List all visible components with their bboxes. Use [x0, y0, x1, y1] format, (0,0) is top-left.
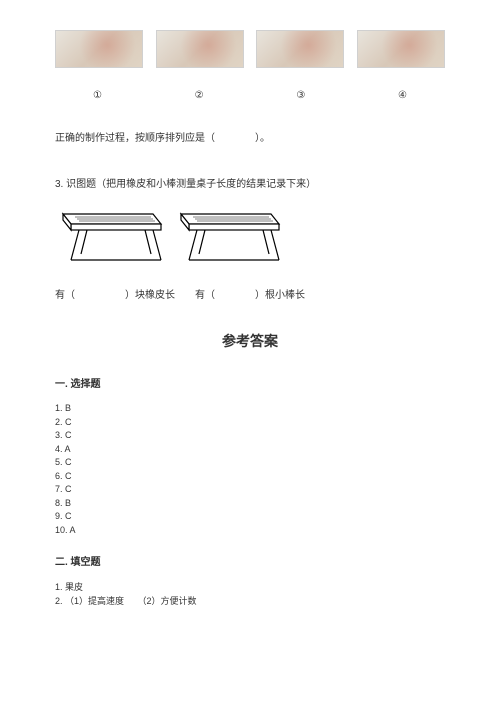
measure-prefix-2: 有（ — [195, 290, 215, 301]
section-1-heading: 一. 选择题 — [55, 375, 445, 390]
step-photo-4 — [357, 30, 445, 68]
answer-key-title: 参考答案 — [55, 331, 445, 351]
label-2: ② — [195, 90, 204, 101]
table-diagram-2 — [173, 208, 283, 264]
question-3-text: 3. 识图题（把用橡皮和小棒测量桌子长度的结果记录下来） — [55, 175, 445, 190]
question-2-text: 正确的制作过程，按顺序排列应是（ ）。 — [55, 131, 445, 147]
table-diagram-1 — [55, 208, 165, 264]
answer-8: 8. B — [55, 497, 445, 511]
fill-2: 2. （1）提高速度 （2）方便计数 — [55, 594, 445, 608]
answer-7: 7. C — [55, 483, 445, 497]
table-diagrams — [55, 208, 445, 264]
answer-2: 2. C — [55, 416, 445, 430]
step-photo-3 — [256, 30, 344, 68]
measure-suffix-2: ）根小棒长 — [255, 290, 305, 301]
step-photo-2 — [156, 30, 244, 68]
measure-suffix-1: ）块橡皮长 — [125, 290, 175, 301]
choice-answers: 1. B 2. C 3. C 4. A 5. C 6. C 7. C 8. B … — [55, 402, 445, 537]
measure-answer-line: 有（ ）块橡皮长 有（ ）根小棒长 — [55, 286, 445, 301]
answer-4: 4. A — [55, 443, 445, 457]
fill-answers: 1. 果皮 2. （1）提高速度 （2）方便计数 — [55, 580, 445, 609]
label-1: ① — [93, 90, 102, 101]
fill-1: 1. 果皮 — [55, 580, 445, 594]
section-2-heading: 二. 填空题 — [55, 553, 445, 568]
photo-label-row: ① ② ③ ④ — [55, 90, 445, 101]
answer-3: 3. C — [55, 429, 445, 443]
measure-prefix-1: 有（ — [55, 290, 75, 301]
step-photo-1 — [55, 30, 143, 68]
label-4: ④ — [398, 90, 407, 101]
answer-5: 5. C — [55, 456, 445, 470]
answer-10: 10. A — [55, 524, 445, 538]
answer-1: 1. B — [55, 402, 445, 416]
label-3: ③ — [296, 90, 305, 101]
photo-row — [55, 30, 445, 68]
answer-9: 9. C — [55, 510, 445, 524]
answer-6: 6. C — [55, 470, 445, 484]
